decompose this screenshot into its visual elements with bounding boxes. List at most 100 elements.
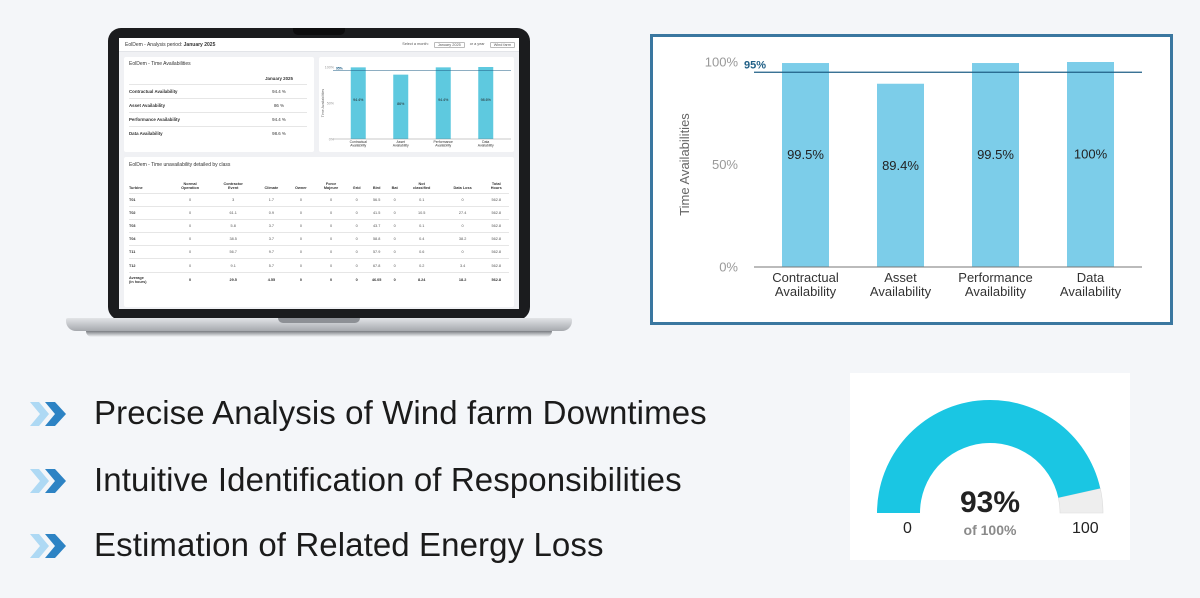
table-cell: 0 <box>169 245 211 259</box>
table-cell: 10.5 <box>401 205 442 220</box>
column-header: Total Hours <box>490 181 502 191</box>
unavailability-table: Turbine Normal Operation Contractor Event Cli… <box>129 175 509 289</box>
row-label: Data Availability <box>129 125 251 140</box>
table-row: T12 0 9.1 5.7 0 0 0 67.8 0 0.2 3.4 562.8 <box>129 258 509 273</box>
chevron-double-right-icon <box>30 402 66 426</box>
select-month-label: Select a month: <box>402 42 429 46</box>
laptop-shadow <box>86 331 552 337</box>
table-cell: 0 <box>347 205 366 220</box>
row-label: Performance Availability <box>129 111 251 126</box>
bar <box>393 74 409 139</box>
table-cell: 41.5 <box>365 205 388 220</box>
average-label: Average (in hours) <box>129 271 170 289</box>
x-tick-label: Availability <box>870 284 932 299</box>
table-cell: 0 <box>314 218 348 233</box>
gauge-value: 93% <box>959 486 1021 519</box>
unavailability-card-title: EolDem - Time unavailability detailed by… <box>129 162 231 168</box>
app-name: EolDem <box>125 42 143 48</box>
column-header: Contractor Event <box>223 181 243 191</box>
month-select[interactable]: January 2025 <box>433 42 465 48</box>
x-tick-label: Performance <box>958 270 1032 285</box>
table-cell: 56.7 <box>210 245 256 259</box>
table-row: Asset Availability 86 % <box>129 97 307 112</box>
availability-gauge: 93% of 100% 0 100 <box>850 373 1130 560</box>
table-cell: 0 <box>314 205 348 220</box>
table-cell: 0 <box>347 258 366 273</box>
bar <box>1067 62 1114 267</box>
camera-notch <box>293 28 345 35</box>
availability-card: EolDem - Time Availabilities January 202… <box>124 57 314 152</box>
availability-card-title: EolDem - Time Availabilities <box>129 61 191 67</box>
laptop-screen: EolDem - Analysis period: January 2025 S… <box>119 38 519 309</box>
bar <box>478 67 494 139</box>
table-cell: 0 <box>314 192 348 207</box>
laptop-lid: EolDem - Analysis period: January 2025 S… <box>108 28 530 320</box>
feature-text: Estimation of Related Energy Loss <box>94 526 604 563</box>
y-tick-label: 50% <box>712 157 738 172</box>
table-cell: 27.4 <box>441 205 484 220</box>
gauge-max-label: 100 <box>1072 520 1099 537</box>
table-row: T02 0 61.1 0.9 0 0 0 41.5 0 10.5 27.4 562.8 <box>129 205 509 220</box>
table-cell: 1.7 <box>255 192 288 207</box>
table-cell: 46.05 <box>365 271 388 289</box>
analysis-period: January 2025 <box>183 42 216 48</box>
row-value: 98.6 % <box>251 125 307 140</box>
bar <box>877 83 924 267</box>
threshold-label: 95% <box>336 67 343 71</box>
table-cell: 3.7 <box>255 232 288 246</box>
table-cell: 0.1 <box>401 218 442 233</box>
column-header: Force Majeure <box>323 181 339 191</box>
gauge-min-label: 0 <box>903 520 912 537</box>
table-cell: 562.8 <box>483 192 509 207</box>
y-tick-label: 0% <box>719 260 738 275</box>
gauge-arc <box>877 400 1104 514</box>
table-cell: 562.8 <box>483 245 509 259</box>
y-tick-label: 100% <box>325 65 335 69</box>
bar-data-label: 94.4% <box>353 98 364 102</box>
column-header: Owner <box>294 186 307 191</box>
table-cell: 0 <box>347 271 366 289</box>
mini-availability-chart-card: Time Availabilities 100% 50% 0% 94.4% Contrac… <box>319 57 514 152</box>
table-cell: 5.8 <box>210 218 256 233</box>
table-cell: 0 <box>169 192 211 207</box>
table-cell: 0 <box>387 218 402 233</box>
x-tick-label: Availability <box>478 144 494 148</box>
bar-data-label: 94.4% <box>438 98 449 102</box>
unavailability-card: EolDem - Time unavailability detailed by… <box>124 157 514 307</box>
bar-data-label: 100% <box>1074 146 1108 161</box>
row-label: Contractual Availability <box>129 83 251 98</box>
bar-data-label: 89.4% <box>882 158 919 173</box>
y-tick-label: 0% <box>329 137 335 141</box>
table-cell: 0 <box>314 258 348 273</box>
threshold-label: 95% <box>744 59 766 71</box>
table-row: Contractual Availability 94.4 % <box>129 83 307 98</box>
table-cell: T04 <box>129 232 170 246</box>
table-cell: 0 <box>347 245 366 259</box>
table-cell: 0 <box>169 232 211 246</box>
x-tick-label: Data <box>1077 270 1105 285</box>
feature-item: Estimation of Related Energy Loss <box>28 524 788 568</box>
table-cell: 0 <box>387 245 402 259</box>
table-cell: 0 <box>287 271 315 289</box>
feature-item: Intuitive Identification of Responsibili… <box>28 459 788 503</box>
y-axis-label: Time Availabilities <box>677 113 692 216</box>
table-cell: 29.5 <box>210 271 256 289</box>
table-cell: T11 <box>129 245 170 259</box>
x-tick-label: Availability <box>393 144 409 148</box>
bar-data-label: 86% <box>397 102 405 106</box>
dashboard-header: EolDem - Analysis period: January 2025 S… <box>119 38 519 52</box>
table-cell: 562.8 <box>483 218 509 233</box>
feature-text: Intuitive Identification of Responsibili… <box>94 461 682 498</box>
availability-chart-panel: Time Availabilities 100% 50% 0% 99.5% Contrac… <box>650 34 1173 325</box>
table-cell: 61.1 <box>210 205 256 220</box>
bar <box>350 67 366 139</box>
table-cell: 43.7 <box>365 218 388 233</box>
table-row: T03 0 5.8 3.7 0 0 0 43.7 0 0.1 0 562.8 <box>129 218 509 233</box>
table-cell: 58.8 <box>365 232 388 246</box>
x-tick-label: Contractual <box>350 140 368 144</box>
table-cell: 18.2 <box>441 271 484 289</box>
table-cell: 0 <box>287 192 315 207</box>
table-cell: 4.55 <box>255 271 288 289</box>
wind-farm-select[interactable]: Wind farm <box>489 42 515 48</box>
gauge-fill <box>877 400 1101 513</box>
